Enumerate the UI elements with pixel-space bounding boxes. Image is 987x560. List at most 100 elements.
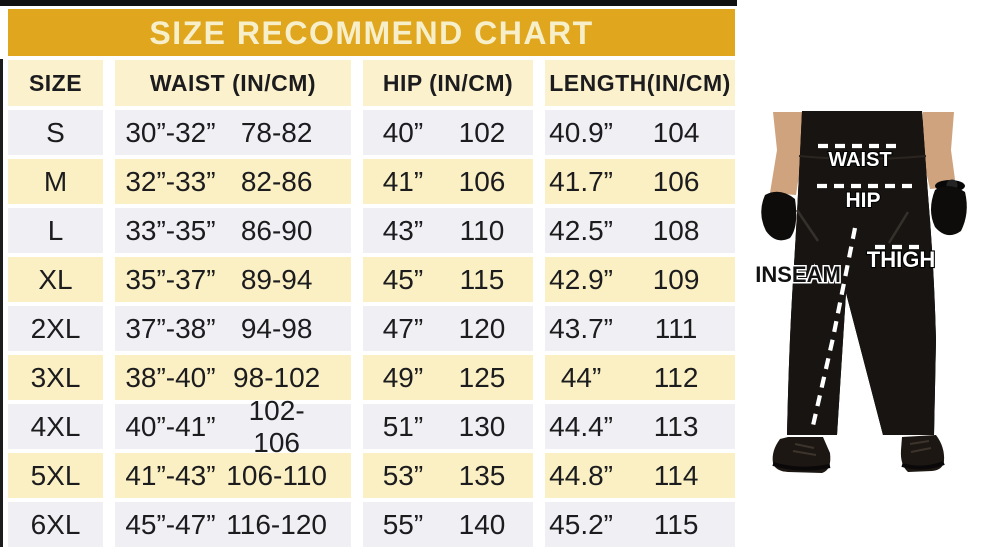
hip-in-value: 53” [382, 459, 424, 491]
waist-cell: 41”-43” 106-110 [115, 453, 351, 498]
left-edge-strip [0, 59, 3, 547]
hip-cell: 41” 106 [363, 159, 533, 204]
length-cell: 44.8” 114 [545, 453, 735, 498]
length-cm-value: 115 [653, 508, 699, 540]
waist-cell: 37”-38” 94-98 [115, 306, 351, 351]
hip-in-value: 45” [382, 263, 424, 295]
length-in-value: 42.5” [549, 214, 613, 246]
hip-cm-value: 140 [458, 508, 506, 540]
left-sole [772, 462, 831, 471]
hip-cell: 51” 130 [363, 404, 533, 449]
length-cm-value: 112 [653, 361, 699, 393]
right-pocket-seam [887, 211, 910, 244]
table-row: 5XL 41”-43” 106-110 53” 135 44.8” 114 [8, 453, 735, 498]
waist-cm-value: 78-82 [240, 116, 313, 148]
size-chart-table: SIZE RECOMMEND CHART SIZE WAIST (IN/CM) … [8, 9, 735, 547]
length-cm-value: 106 [652, 165, 700, 197]
hip-label: HIP [845, 189, 880, 212]
length-cm-value: 108 [652, 214, 700, 246]
thigh-label: THIGH [867, 247, 935, 272]
waist-in-value: 35”-37” [125, 263, 216, 295]
header-waist: WAIST (IN/CM) [115, 60, 351, 106]
waist-cell: 40”-41” 102-106 [115, 395, 351, 458]
header-hip: HIP (IN/CM) [363, 60, 533, 106]
hip-in-value: 41” [382, 165, 424, 197]
hip-cell: 49” 125 [363, 355, 533, 400]
hip-cell: 45” 115 [363, 257, 533, 302]
length-in-value: 40.9” [549, 116, 613, 148]
hip-cell: 53” 135 [363, 453, 533, 498]
size-cell: L [8, 208, 103, 253]
waist-cell: 45”-47” 116-120 [115, 502, 351, 547]
size-cell: XL [8, 257, 103, 302]
left-arm [770, 112, 804, 195]
inseam-line [809, 227, 858, 431]
hip-cm-value: 135 [458, 459, 506, 491]
inseam-label: INSEAM [755, 262, 841, 287]
hip-cell: 43” 110 [363, 208, 533, 253]
waist-cell: 30”-32” 78-82 [115, 110, 351, 155]
length-in-value: 45.2” [549, 508, 613, 540]
waist-cm-value: 86-90 [240, 214, 313, 246]
hip-cm-value: 120 [458, 312, 506, 344]
hip-cell: 40” 102 [363, 110, 533, 155]
right-glove [931, 185, 967, 236]
hip-cm-value: 125 [458, 361, 506, 393]
table-row: M 32”-33” 82-86 41” 106 41.7” 106 [8, 159, 735, 204]
length-in-value: 44.8” [549, 459, 613, 491]
left-shoe [772, 437, 831, 473]
length-in-value: 41.7” [549, 165, 613, 197]
waist-in-value: 45”-47” [125, 508, 216, 540]
length-in-value: 44.4” [549, 410, 613, 442]
chart-title: SIZE RECOMMEND CHART [149, 15, 594, 51]
length-cm-value: 109 [652, 263, 700, 295]
header-length: LENGTH(IN/CM) [545, 60, 735, 106]
pants-figure-fill [787, 111, 936, 435]
length-cell: 43.7” 111 [545, 306, 735, 351]
table-row: XL 35”-37” 89-94 45” 115 42.9” 109 [8, 257, 735, 302]
hip-cm-value: 130 [458, 410, 506, 442]
right-sole [901, 461, 945, 470]
left-pocket-seam [795, 209, 820, 242]
right-arm [921, 112, 956, 189]
hip-cell: 47” 120 [363, 306, 533, 351]
waist-cell: 38”-40” 98-102 [115, 355, 351, 400]
table-row: 6XL 45”-47” 116-120 55” 140 45.2” 115 [8, 502, 735, 547]
waist-cm-value: 89-94 [240, 263, 313, 295]
hip-in-value: 49” [382, 361, 424, 393]
waist-in-value: 33”-35” [125, 214, 216, 246]
waist-cm-value: 98-102 [233, 361, 321, 393]
length-cell: 45.2” 115 [545, 502, 735, 547]
length-cm-value: 111 [654, 312, 698, 344]
length-cell: 40.9” 104 [545, 110, 735, 155]
length-cm-value: 114 [653, 459, 699, 491]
size-cell: S [8, 110, 103, 155]
size-cell: 2XL [8, 306, 103, 351]
length-cell: 42.9” 109 [545, 257, 735, 302]
shirt-hem-seam [798, 155, 927, 160]
waist-in-value: 40”-41” [125, 410, 216, 442]
size-cell: 3XL [8, 355, 103, 400]
length-cell: 44” 112 [545, 355, 735, 400]
table-row: 4XL 40”-41” 102-106 51” 130 44.4” 113 [8, 395, 735, 458]
length-cell: 41.7” 106 [545, 159, 735, 204]
waist-in-value: 30”-32” [125, 116, 216, 148]
waist-cm-value: 102-106 [248, 394, 305, 458]
length-cm-value: 113 [653, 410, 699, 442]
waist-label: WAIST [828, 149, 891, 171]
waist-cell: 33”-35” 86-90 [115, 208, 351, 253]
size-cell: 4XL [8, 404, 103, 449]
hip-cm-value: 102 [458, 116, 506, 148]
size-cell: M [8, 159, 103, 204]
hip-cm-value: 106 [458, 165, 506, 197]
table-row: 2XL 37”-38” 94-98 47” 120 43.7” 111 [8, 306, 735, 351]
waist-cell: 32”-33” 82-86 [115, 159, 351, 204]
pants-measurement-diagram: WAIST HIP THIGH INSEAM [754, 111, 967, 473]
waist-cm-value: 94-98 [240, 312, 313, 344]
hip-cell: 55” 140 [363, 502, 533, 547]
hip-in-value: 47” [382, 312, 424, 344]
waist-cell: 35”-37” 89-94 [115, 257, 351, 302]
waist-cm-value: 116-120 [226, 508, 327, 540]
right-laces [909, 440, 932, 453]
